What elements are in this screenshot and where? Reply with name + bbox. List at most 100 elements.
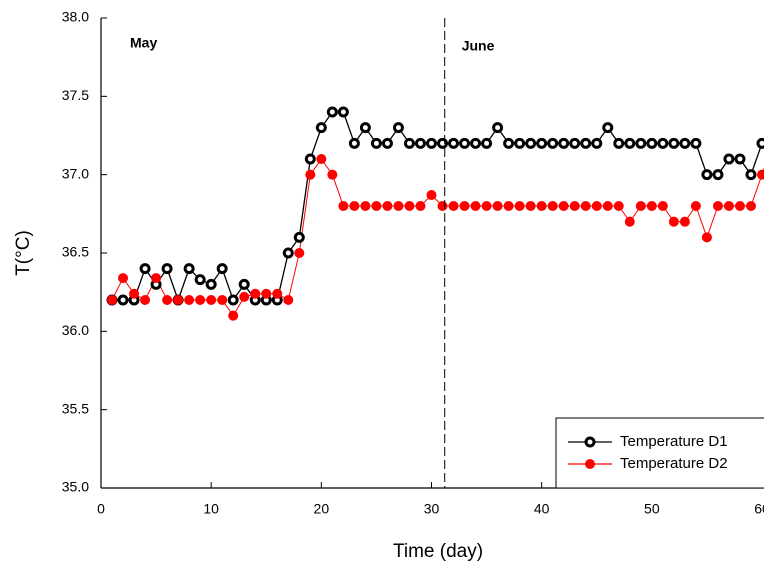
data-point	[690, 137, 702, 149]
y-tick-label: 37.0	[62, 165, 89, 181]
data-point	[470, 137, 482, 149]
data-point	[337, 106, 349, 118]
data-point	[392, 122, 404, 134]
data-point	[503, 201, 514, 211]
data-point	[569, 201, 580, 211]
data-point	[679, 137, 691, 149]
series-line	[111, 158, 764, 317]
data-point	[206, 295, 217, 305]
data-point	[371, 201, 382, 211]
legend-marker	[584, 436, 596, 448]
data-point	[525, 137, 537, 149]
data-point	[393, 201, 404, 211]
data-point	[305, 169, 316, 180]
data-point	[591, 201, 602, 211]
data-point	[580, 201, 591, 211]
data-point	[250, 288, 261, 299]
data-point	[668, 137, 680, 149]
data-point	[756, 137, 764, 149]
data-point	[525, 201, 536, 211]
data-point	[514, 137, 526, 149]
x-tick-label: 0	[97, 501, 105, 517]
data-point	[547, 137, 559, 149]
data-point	[679, 216, 690, 227]
x-tick-label: 20	[314, 501, 330, 517]
legend-marker	[585, 459, 595, 469]
data-point	[613, 137, 625, 149]
data-point	[723, 153, 735, 165]
legend-label: Temperature D2	[620, 455, 728, 472]
data-point	[745, 201, 756, 211]
data-point	[205, 278, 217, 290]
data-point	[382, 201, 393, 211]
data-point	[282, 247, 294, 259]
annotation: June	[462, 38, 495, 54]
data-point	[238, 278, 250, 290]
data-point	[624, 216, 635, 227]
data-point	[646, 201, 657, 211]
data-point	[349, 201, 360, 211]
data-point	[558, 137, 570, 149]
data-point	[370, 137, 382, 149]
data-point	[492, 201, 503, 211]
x-tick-label: 10	[203, 501, 219, 517]
data-point	[316, 154, 327, 164]
data-point	[261, 288, 272, 299]
data-point	[162, 295, 173, 305]
data-point	[668, 216, 679, 227]
data-point	[183, 263, 195, 275]
data-point	[327, 169, 338, 180]
data-point	[118, 273, 129, 284]
data-point	[459, 201, 470, 211]
data-point	[304, 153, 316, 165]
data-point	[293, 231, 305, 243]
data-point	[194, 274, 206, 286]
y-axis-title: T(°C)	[13, 230, 34, 276]
data-point	[602, 122, 614, 134]
data-point	[129, 288, 140, 299]
data-point	[403, 137, 415, 149]
data-point	[591, 137, 603, 149]
data-point	[437, 201, 448, 211]
y-tick-label: 35.0	[62, 479, 89, 495]
data-point	[734, 153, 746, 165]
data-point	[712, 169, 724, 181]
data-point	[635, 137, 647, 149]
data-point	[426, 190, 437, 201]
data-point	[326, 106, 338, 118]
data-point	[139, 263, 151, 275]
data-point	[107, 295, 118, 305]
data-point	[151, 273, 162, 284]
data-point	[492, 122, 504, 134]
data-point	[536, 137, 548, 149]
data-point	[602, 201, 613, 211]
data-point	[414, 137, 426, 149]
x-tick-label: 30	[424, 501, 440, 517]
data-point	[558, 201, 569, 211]
data-point	[569, 137, 581, 149]
y-tick-label: 36.5	[62, 244, 89, 260]
data-point	[360, 201, 371, 211]
data-point	[448, 137, 460, 149]
data-point	[657, 137, 669, 149]
y-tick-label: 36.0	[62, 322, 89, 338]
data-point	[161, 263, 173, 275]
data-point	[624, 137, 636, 149]
data-point	[381, 137, 393, 149]
data-point	[514, 201, 525, 211]
data-point	[216, 263, 228, 275]
data-point	[701, 232, 712, 243]
data-point	[294, 248, 305, 258]
x-axis-title: Time (day)	[393, 541, 483, 562]
data-point	[415, 201, 426, 211]
data-point	[613, 201, 624, 211]
data-point	[117, 294, 129, 306]
data-point	[503, 137, 515, 149]
data-point	[536, 201, 547, 211]
data-point	[723, 201, 734, 211]
data-point	[757, 169, 764, 180]
x-tick-label: 50	[644, 501, 660, 517]
data-point	[646, 137, 658, 149]
data-point	[239, 291, 250, 302]
data-point	[745, 169, 757, 181]
